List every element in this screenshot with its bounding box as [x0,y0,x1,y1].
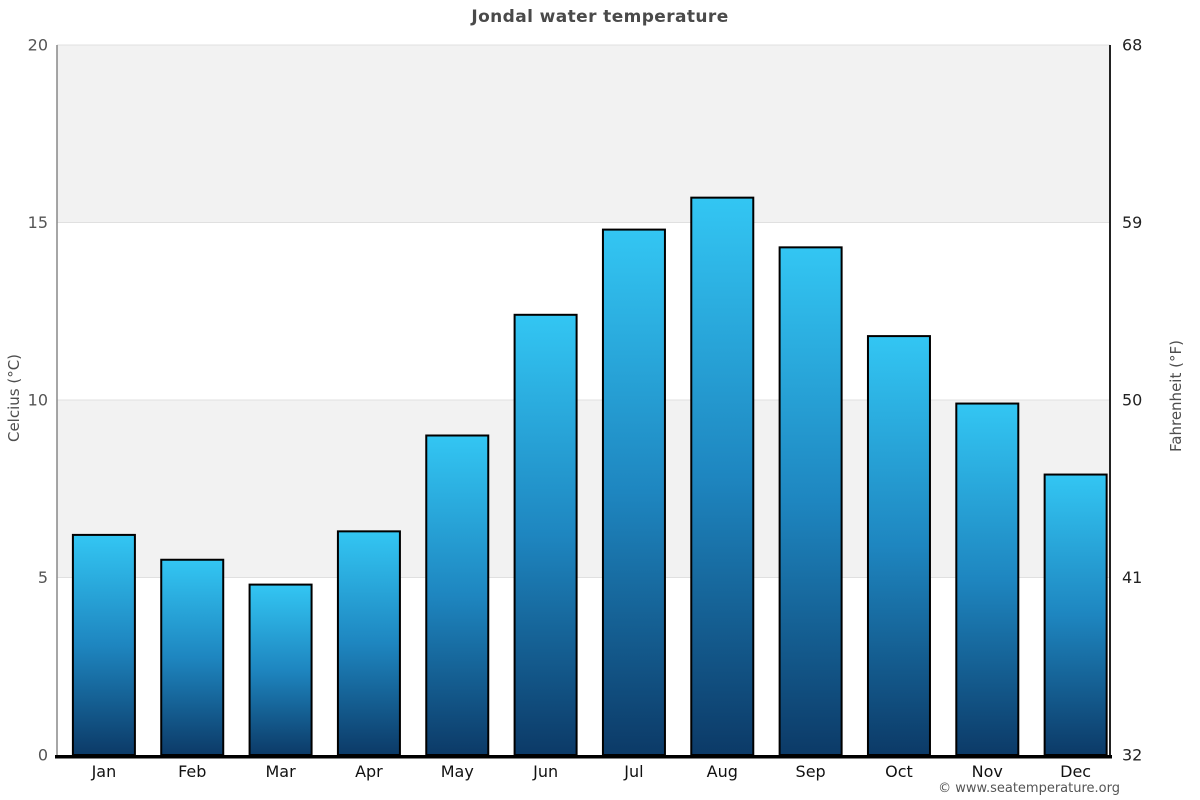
x-tick-label: Jun [532,762,558,781]
x-tick-label: Nov [972,762,1003,781]
y-tick-label-left: 20 [28,36,48,55]
bar-may [425,434,490,756]
y-tick-label-right: 41 [1122,568,1142,587]
plot-band [57,400,1110,578]
chart-title: Jondal water temperature [471,7,729,27]
bar-jun [513,313,578,756]
x-tick-label: Mar [265,762,296,781]
x-tick-label: Oct [885,762,913,781]
y-tick-label-left: 5 [38,568,48,587]
bar-mar [248,583,313,756]
bar-apr [336,530,401,756]
bar-aug [690,196,755,756]
x-tick-label: May [441,762,474,781]
y-tick-label-right: 68 [1122,36,1142,55]
bar-sep [778,246,843,756]
plot-band [57,45,1110,223]
x-tick-label: Jan [91,762,117,781]
bar-jul [601,228,666,757]
y-tick-label-left: 0 [38,746,48,765]
x-tick-label: Jul [623,762,643,781]
bar-dec [1043,473,1108,756]
y-tick-label-right: 50 [1122,391,1142,410]
x-tick-label: Aug [707,762,738,781]
bar-nov [955,402,1020,756]
x-tick-label: Sep [796,762,826,781]
y-tick-label-right: 32 [1122,746,1142,765]
copyright-footer: © www.seatemperature.org [938,781,1120,796]
bar-jan [71,533,136,757]
bar-feb [160,558,225,756]
y-tick-label-left: 10 [28,391,48,410]
x-tick-label: Apr [355,762,383,781]
bar-oct [866,335,931,756]
y-tick-label-left: 15 [28,213,48,232]
x-tick-label: Dec [1060,762,1091,781]
y-tick-label-right: 59 [1122,213,1142,232]
x-tick-label: Feb [178,762,206,781]
